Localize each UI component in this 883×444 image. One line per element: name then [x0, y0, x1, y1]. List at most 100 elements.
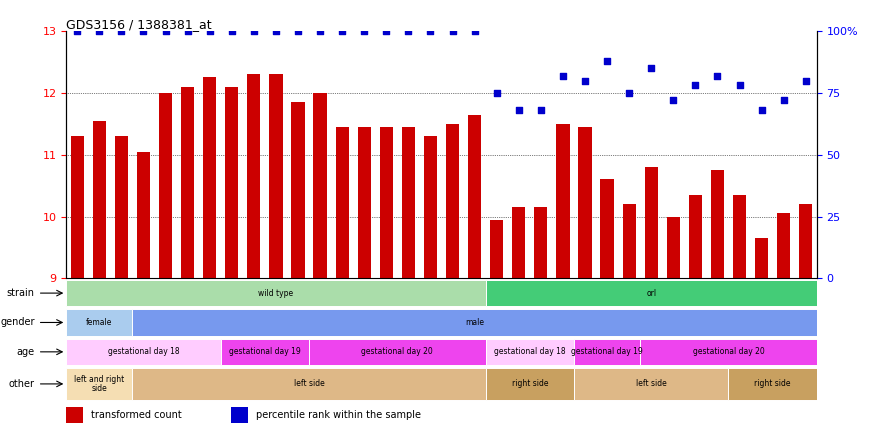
Point — [733, 82, 747, 89]
Text: right side: right side — [511, 380, 548, 388]
Text: other: other — [9, 379, 34, 389]
Bar — [578, 127, 592, 278]
Bar — [313, 93, 327, 278]
Text: transformed count: transformed count — [91, 410, 182, 420]
Text: left side: left side — [294, 380, 324, 388]
Point — [799, 77, 813, 84]
Point — [247, 28, 261, 35]
Point — [755, 107, 769, 114]
Bar — [424, 136, 437, 278]
Text: strain: strain — [7, 288, 34, 298]
Bar — [269, 74, 283, 278]
Text: left and right
side: left and right side — [74, 375, 125, 393]
Bar — [309, 339, 486, 365]
Text: female: female — [87, 318, 112, 327]
Bar — [486, 368, 574, 400]
Bar — [512, 207, 525, 278]
Bar — [358, 127, 371, 278]
Bar — [623, 204, 636, 278]
Point — [313, 28, 328, 35]
Bar — [711, 170, 724, 278]
Bar — [71, 136, 84, 278]
Bar — [137, 152, 150, 278]
Bar — [667, 217, 680, 278]
Bar — [66, 368, 132, 400]
Text: orl: orl — [646, 289, 656, 297]
Point — [336, 28, 350, 35]
Bar — [159, 93, 172, 278]
Point — [446, 28, 460, 35]
Bar — [66, 309, 132, 336]
Bar — [221, 339, 309, 365]
Point — [291, 28, 306, 35]
Bar — [799, 204, 812, 278]
Bar — [66, 280, 486, 306]
Bar — [468, 115, 481, 278]
Text: gestational day 18: gestational day 18 — [108, 347, 179, 357]
Point — [600, 57, 615, 64]
Point — [710, 72, 724, 79]
Point — [402, 28, 416, 35]
Bar — [486, 280, 817, 306]
Bar — [115, 136, 128, 278]
Text: gestational day 20: gestational day 20 — [361, 347, 434, 357]
Text: GDS3156 / 1388381_at: GDS3156 / 1388381_at — [66, 18, 212, 31]
Point — [70, 28, 85, 35]
Text: gestational day 19: gestational day 19 — [229, 347, 301, 357]
Text: gender: gender — [0, 317, 34, 328]
Bar — [733, 195, 746, 278]
Point — [468, 28, 482, 35]
Bar — [777, 214, 790, 278]
Point — [490, 89, 504, 96]
Point — [159, 28, 173, 35]
Bar — [336, 127, 349, 278]
Point — [225, 28, 239, 35]
Bar — [231, 407, 248, 423]
Bar — [689, 195, 702, 278]
Point — [115, 28, 129, 35]
Bar — [600, 179, 614, 278]
Point — [203, 28, 217, 35]
Text: age: age — [17, 347, 34, 357]
Text: left side: left side — [636, 380, 667, 388]
Text: percentile rank within the sample: percentile rank within the sample — [256, 410, 421, 420]
Point — [268, 28, 283, 35]
Point — [623, 89, 637, 96]
Text: wild type: wild type — [259, 289, 293, 297]
Bar — [755, 238, 768, 278]
Text: gestational day 20: gestational day 20 — [692, 347, 765, 357]
Point — [180, 28, 194, 35]
Text: gestational day 18: gestational day 18 — [494, 347, 566, 357]
Text: right side: right side — [754, 380, 791, 388]
Bar — [728, 368, 817, 400]
Point — [137, 28, 151, 35]
Point — [357, 28, 372, 35]
Text: male: male — [465, 318, 484, 327]
Point — [380, 28, 394, 35]
Bar — [640, 339, 817, 365]
Bar — [291, 102, 305, 278]
Bar — [181, 87, 194, 278]
Bar — [132, 368, 486, 400]
Point — [645, 65, 659, 72]
Bar — [66, 339, 221, 365]
Bar — [486, 339, 574, 365]
Bar — [66, 407, 83, 423]
Bar — [380, 127, 393, 278]
Text: gestational day 19: gestational day 19 — [571, 347, 643, 357]
Point — [424, 28, 438, 35]
Bar — [247, 74, 260, 278]
Point — [777, 97, 791, 104]
Bar — [446, 124, 459, 278]
Bar — [574, 368, 728, 400]
Bar — [490, 220, 503, 278]
Bar — [645, 167, 658, 278]
Point — [578, 77, 592, 84]
Bar — [556, 124, 570, 278]
Bar — [574, 339, 640, 365]
Bar — [93, 121, 106, 278]
Bar — [225, 87, 238, 278]
Point — [689, 82, 703, 89]
Bar — [203, 77, 216, 278]
Bar — [402, 127, 415, 278]
